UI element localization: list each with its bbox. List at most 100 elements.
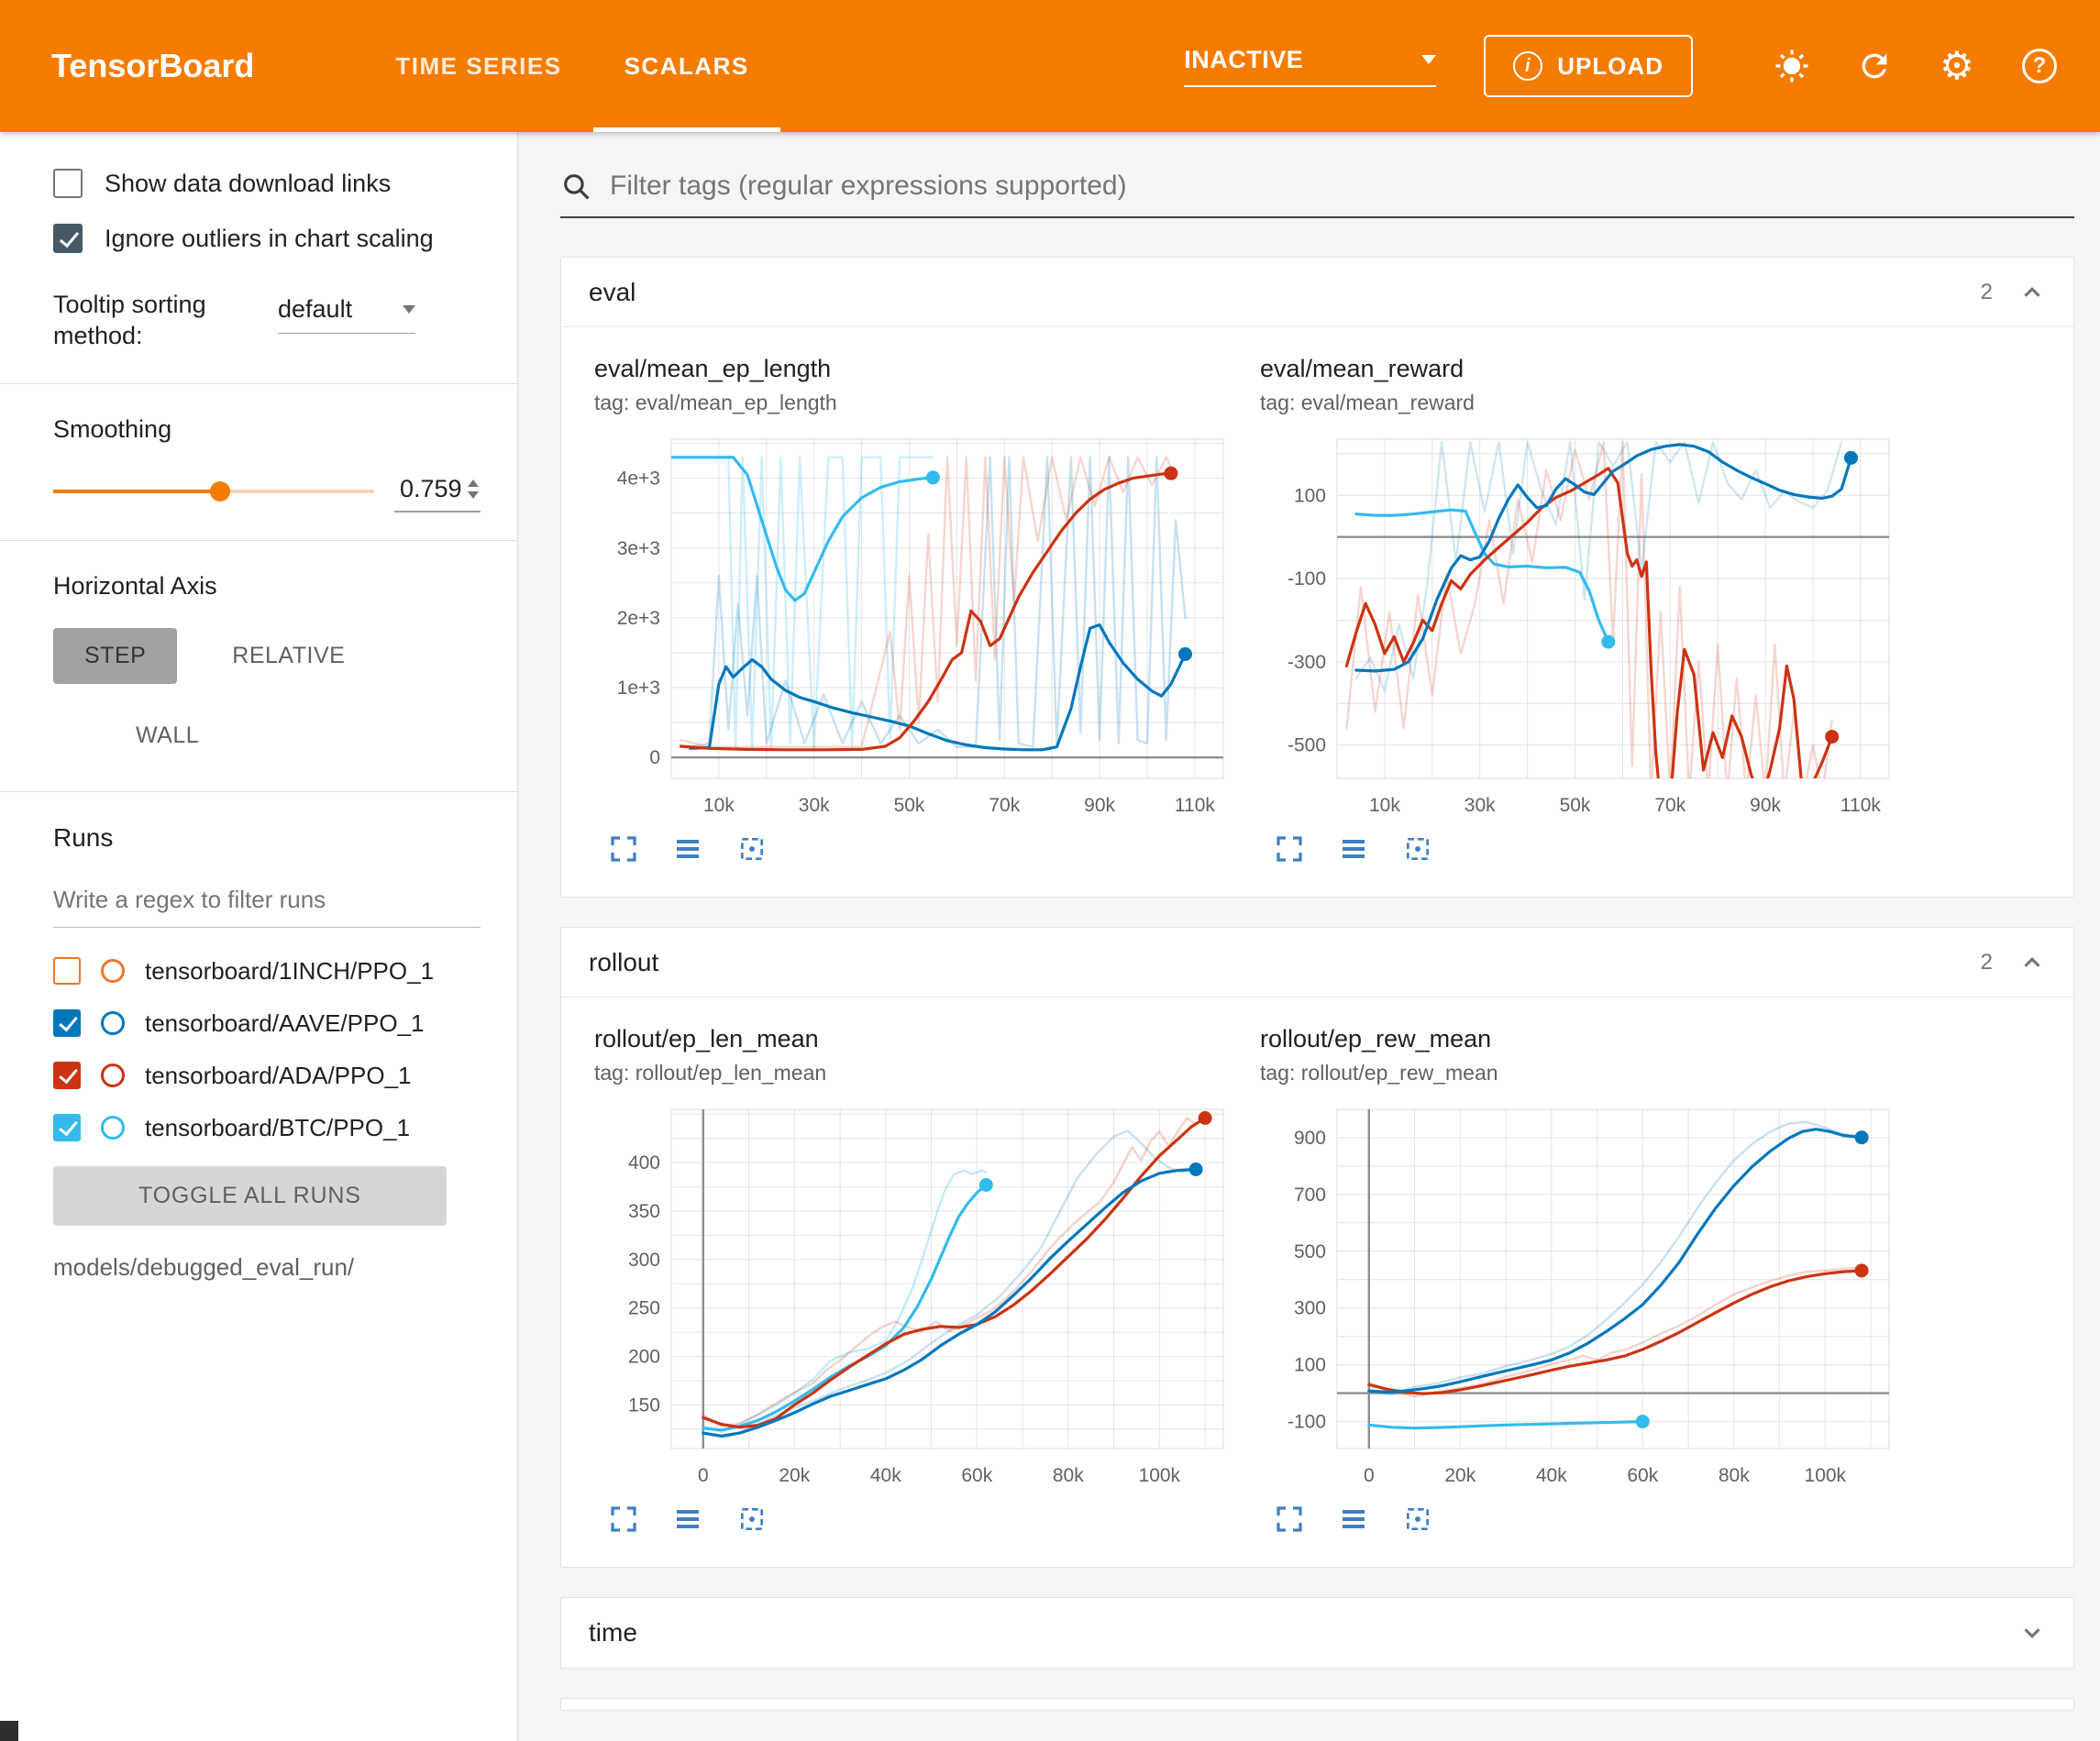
horizontal-axis-label: Horizontal Axis [53, 571, 217, 600]
chevron-down-icon [403, 305, 415, 314]
run-checkbox[interactable] [53, 1114, 81, 1141]
section-card-next-partial [560, 1698, 2074, 1711]
fit-domain-icon[interactable] [737, 834, 767, 864]
tooltip-sorting-value: default [278, 295, 353, 323]
axis-step-button[interactable]: STEP [53, 627, 178, 684]
runs-label: Runs [53, 822, 114, 852]
tooltip-sorting-select[interactable]: default [278, 295, 415, 334]
svg-text:70k: 70k [989, 795, 1020, 816]
svg-text:-500: -500 [1288, 735, 1326, 756]
refresh-icon[interactable] [1854, 46, 1895, 86]
tab-time-series[interactable]: TIME SERIES [364, 0, 592, 132]
tooltip-sorting-row: Tooltip sorting method: default [53, 290, 481, 352]
expand-chart-icon[interactable] [609, 1504, 638, 1534]
svg-text:-100: -100 [1288, 1412, 1326, 1433]
upload-button[interactable]: i UPLOAD [1484, 35, 1693, 97]
tab-scalars[interactable]: SCALARS [592, 0, 780, 132]
fit-domain-icon[interactable] [1403, 834, 1432, 864]
section-header-time[interactable]: time [561, 1598, 2073, 1668]
svg-text:2e+3: 2e+3 [617, 608, 660, 629]
smoothing-value-input[interactable] [400, 474, 466, 503]
data-table-icon[interactable] [673, 834, 702, 864]
run-checkbox[interactable] [53, 1062, 81, 1089]
settings-gear-icon[interactable]: ⚙ [1940, 44, 1974, 87]
chevron-down-icon[interactable] [2018, 1619, 2046, 1647]
axis-buttons: STEP RELATIVE [53, 627, 481, 684]
slider-fill [53, 490, 220, 493]
smoothing-control [53, 471, 481, 512]
chart-plot[interactable]: -100 100 300 500 700 900 0 20k 40k 60k 80k 100k [1260, 1096, 1902, 1491]
slider-knob[interactable] [210, 481, 230, 501]
data-table-icon[interactable] [673, 1504, 702, 1534]
section-count: 2 [1980, 279, 1993, 304]
status-dropdown[interactable]: INACTIVE [1184, 46, 1437, 87]
run-color-ring [101, 1063, 125, 1087]
run-checkbox[interactable] [53, 957, 81, 985]
app-title: TensorBoard [51, 47, 255, 84]
svg-text:300: 300 [1294, 1298, 1326, 1319]
run-row-1inch[interactable]: tensorboard/1INCH/PPO_1 [53, 957, 481, 986]
fit-domain-icon[interactable] [737, 1504, 767, 1534]
svg-text:-100: -100 [1288, 568, 1326, 590]
tooltip-sorting-label: Tooltip sorting method: [53, 291, 206, 349]
runs-filter-input[interactable] [53, 879, 481, 928]
runs-directory-path: models/debugged_eval_run/ [53, 1252, 355, 1281]
section-header-eval[interactable]: eval 2 [561, 258, 2073, 327]
scrollbar-corner[interactable] [0, 1721, 18, 1741]
divider [0, 382, 517, 384]
chevron-up-icon[interactable] [2018, 279, 2046, 306]
svg-text:90k: 90k [1750, 795, 1781, 816]
run-row-aave[interactable]: tensorboard/AAVE/PPO_1 [53, 1009, 481, 1038]
fit-domain-icon[interactable] [1403, 1504, 1432, 1534]
brightness-icon[interactable] [1772, 46, 1812, 86]
section-header-rollout[interactable]: rollout 2 [561, 928, 2073, 997]
checkbox[interactable] [53, 169, 83, 198]
filter-tags-input[interactable] [610, 171, 2074, 202]
svg-text:0: 0 [698, 1465, 709, 1486]
chart-title: rollout/ep_rew_mean [1260, 1025, 1492, 1052]
expand-chart-icon[interactable] [609, 834, 638, 864]
chart-tag: tag: eval/mean_reward [1260, 391, 1475, 414]
svg-text:200: 200 [628, 1347, 660, 1368]
checkbox-label: Ignore outliers in chart scaling [105, 224, 434, 252]
chart-toolbar [1260, 834, 1902, 864]
run-checkbox[interactable] [53, 1009, 81, 1037]
chart-plot[interactable]: 150 200 250 300 350 400 0 20k 40k 60k 80k 100k [594, 1096, 1236, 1491]
axis-relative-button[interactable]: RELATIVE [201, 628, 376, 684]
chart-title: eval/mean_reward [1260, 355, 1464, 382]
active-tab-underline [592, 127, 780, 132]
svg-text:300: 300 [628, 1250, 660, 1271]
svg-text:90k: 90k [1084, 795, 1115, 816]
svg-text:10k: 10k [1369, 795, 1400, 816]
chevron-down-icon [1421, 55, 1437, 64]
chevron-up-icon[interactable] [2018, 949, 2046, 976]
chart-plot[interactable]: -500 -300 -100 100 10k 30k 50k 70k 90k 110k [1260, 426, 1902, 821]
axis-wall-button[interactable]: WALL [105, 708, 230, 764]
ignore-outliers-checkbox-row[interactable]: Ignore outliers in chart scaling [53, 224, 481, 253]
svg-text:110k: 110k [1175, 795, 1215, 816]
expand-chart-icon[interactable] [1275, 1504, 1304, 1534]
dashboard-main: eval 2 eval/mean_ep_length tag: eval/mea… [518, 132, 2100, 1741]
show-download-links-checkbox-row[interactable]: Show data download links [53, 169, 481, 198]
svg-text:900: 900 [1294, 1128, 1326, 1149]
toggle-all-runs-button[interactable]: TOGGLE ALL RUNS [53, 1165, 447, 1226]
spinner-down-icon[interactable] [468, 490, 479, 499]
chart-rollout-ep-rew-mean: rollout/ep_rew_mean tag: rollout/ep_rew_… [1260, 1025, 1902, 1534]
spinner-up-icon[interactable] [468, 479, 479, 487]
smoothing-slider[interactable] [53, 481, 374, 501]
section-card-eval: eval 2 eval/mean_ep_length tag: eval/mea… [560, 257, 2074, 898]
data-table-icon[interactable] [1339, 834, 1368, 864]
run-row-ada[interactable]: tensorboard/ADA/PPO_1 [53, 1062, 481, 1090]
info-icon: i [1513, 51, 1543, 81]
svg-text:250: 250 [628, 1298, 660, 1319]
app-header: TensorBoard TIME SERIES SCALARS INACTIVE… [0, 0, 2100, 132]
expand-chart-icon[interactable] [1275, 834, 1304, 864]
upload-button-label: UPLOAD [1557, 51, 1663, 80]
svg-text:100: 100 [1294, 1355, 1326, 1376]
data-table-icon[interactable] [1339, 1504, 1368, 1534]
help-icon[interactable]: ? [2019, 46, 2060, 86]
checkbox[interactable] [53, 224, 83, 253]
number-spinner[interactable] [468, 479, 479, 499]
chart-plot[interactable]: 0 1e+3 2e+3 3e+3 4e+3 10k 30k 50k 70k 90k 110k [594, 426, 1236, 821]
run-row-btc[interactable]: tensorboard/BTC/PPO_1 [53, 1114, 481, 1142]
